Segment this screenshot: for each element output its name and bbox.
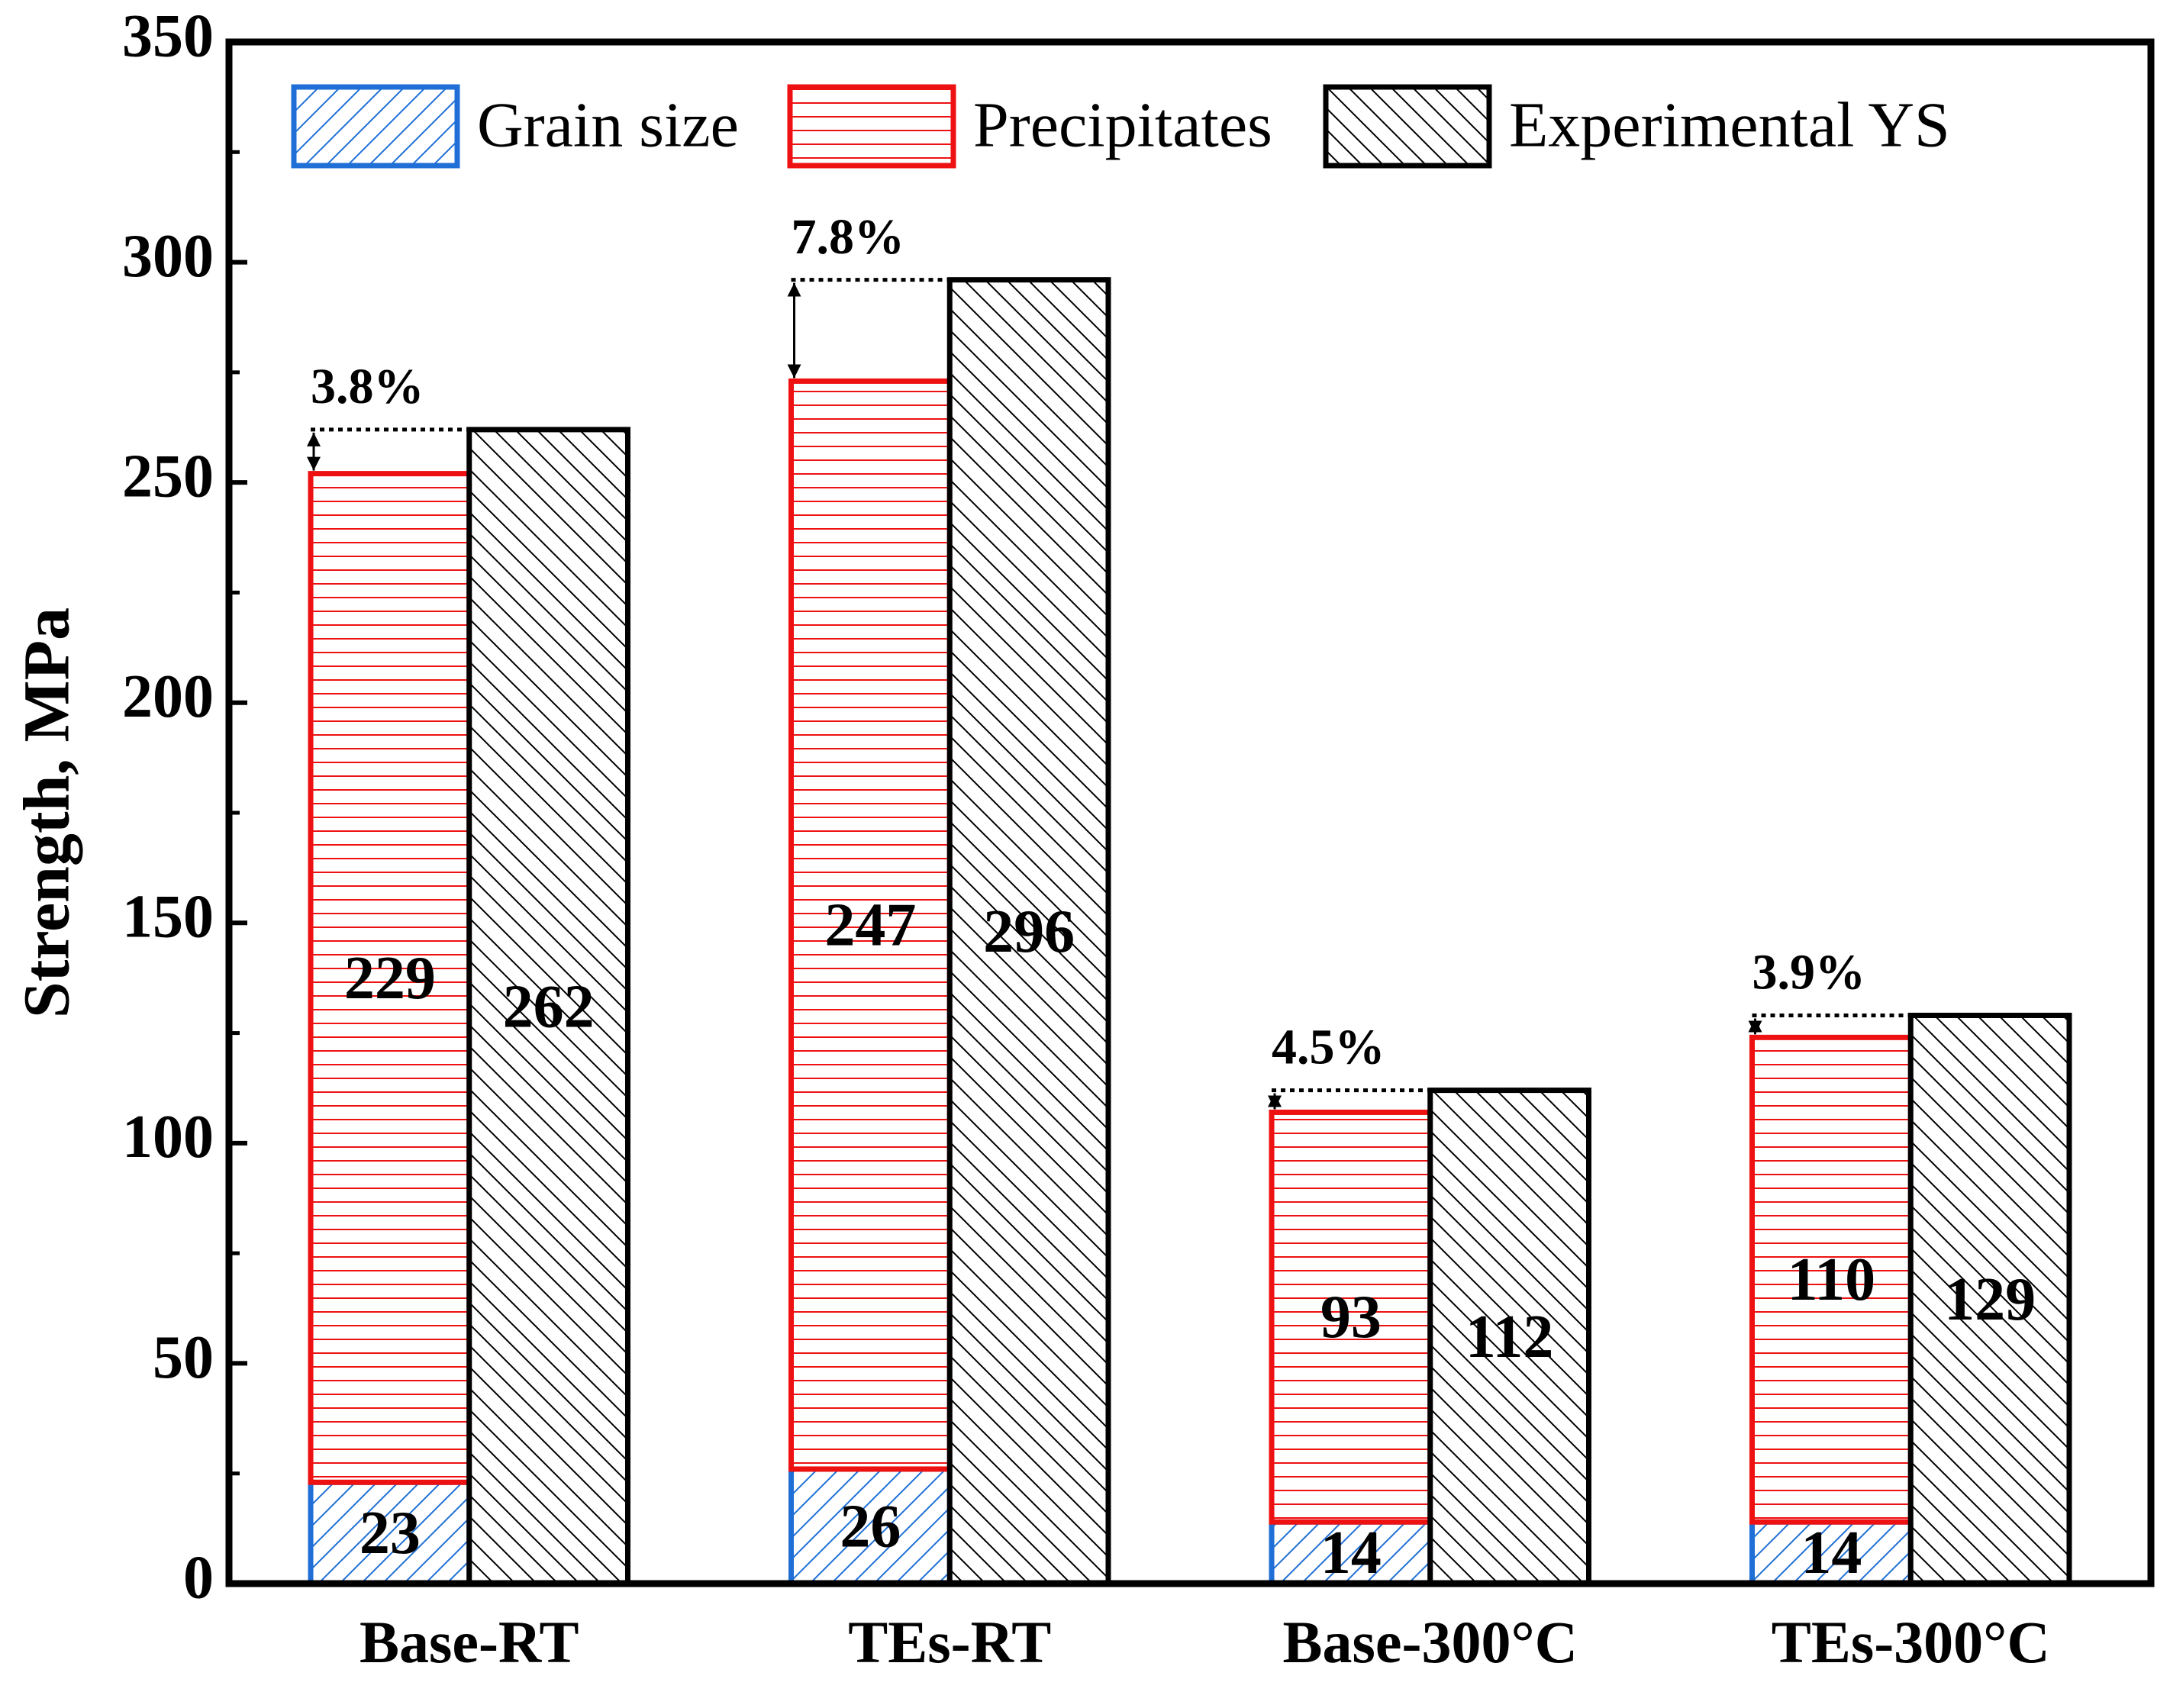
y-tick-label: 250 — [122, 443, 214, 511]
bar — [788, 378, 953, 1472]
value-label: 129 — [1944, 1266, 2036, 1333]
value-label: 112 — [1465, 1304, 1554, 1371]
value-label: 14 — [1320, 1519, 1382, 1587]
legend-swatch — [787, 84, 956, 169]
x-tick-label: Base-300°C — [1283, 1609, 1578, 1675]
plot-frame — [225, 38, 2155, 1587]
bar — [946, 277, 1111, 1587]
y-tick-label: 200 — [122, 663, 214, 730]
legend-label: Precipitates — [973, 89, 1272, 160]
value-label: 229 — [344, 945, 436, 1012]
x-tick-label: Base-RT — [360, 1609, 579, 1675]
bar — [308, 1479, 472, 1587]
y-tick-label: 300 — [122, 223, 214, 290]
annotation: 3.9% — [1752, 945, 1866, 1001]
x-tick-label: TEs-300°C — [1772, 1609, 2050, 1675]
y-tick-label: 100 — [122, 1104, 214, 1171]
value-label: 110 — [1788, 1246, 1876, 1313]
value-label: 296 — [983, 898, 1075, 965]
bar — [1907, 1012, 2072, 1587]
bar — [1427, 1088, 1591, 1587]
y-axis-title: Strength, MPa — [10, 607, 83, 1018]
value-label: 23 — [360, 1500, 421, 1567]
x-tick-label: TEs-RT — [848, 1609, 1051, 1675]
bar — [466, 427, 630, 1587]
y-tick-label: 150 — [122, 884, 214, 951]
legend-swatch — [1323, 84, 1492, 169]
y-tick-label: 350 — [122, 2, 214, 69]
legend-label: Grain size — [477, 89, 739, 160]
value-label: 14 — [1801, 1519, 1862, 1587]
annotation: 4.5% — [1272, 1020, 1385, 1075]
y-tick-label: 50 — [153, 1324, 214, 1391]
bar — [1749, 1034, 1914, 1525]
annotation: 7.8% — [792, 209, 905, 265]
bar — [1749, 1519, 1914, 1587]
legend-label: Experimental YS — [1509, 89, 1950, 160]
legend-swatch — [291, 84, 460, 169]
annotation: 3.8% — [311, 359, 424, 414]
y-tick-label: 0 — [183, 1544, 214, 1611]
value-label: 247 — [824, 892, 916, 959]
value-label: 26 — [840, 1493, 901, 1560]
value-label: 262 — [503, 973, 595, 1040]
bar — [1269, 1109, 1433, 1525]
value-label: 93 — [1320, 1284, 1382, 1351]
